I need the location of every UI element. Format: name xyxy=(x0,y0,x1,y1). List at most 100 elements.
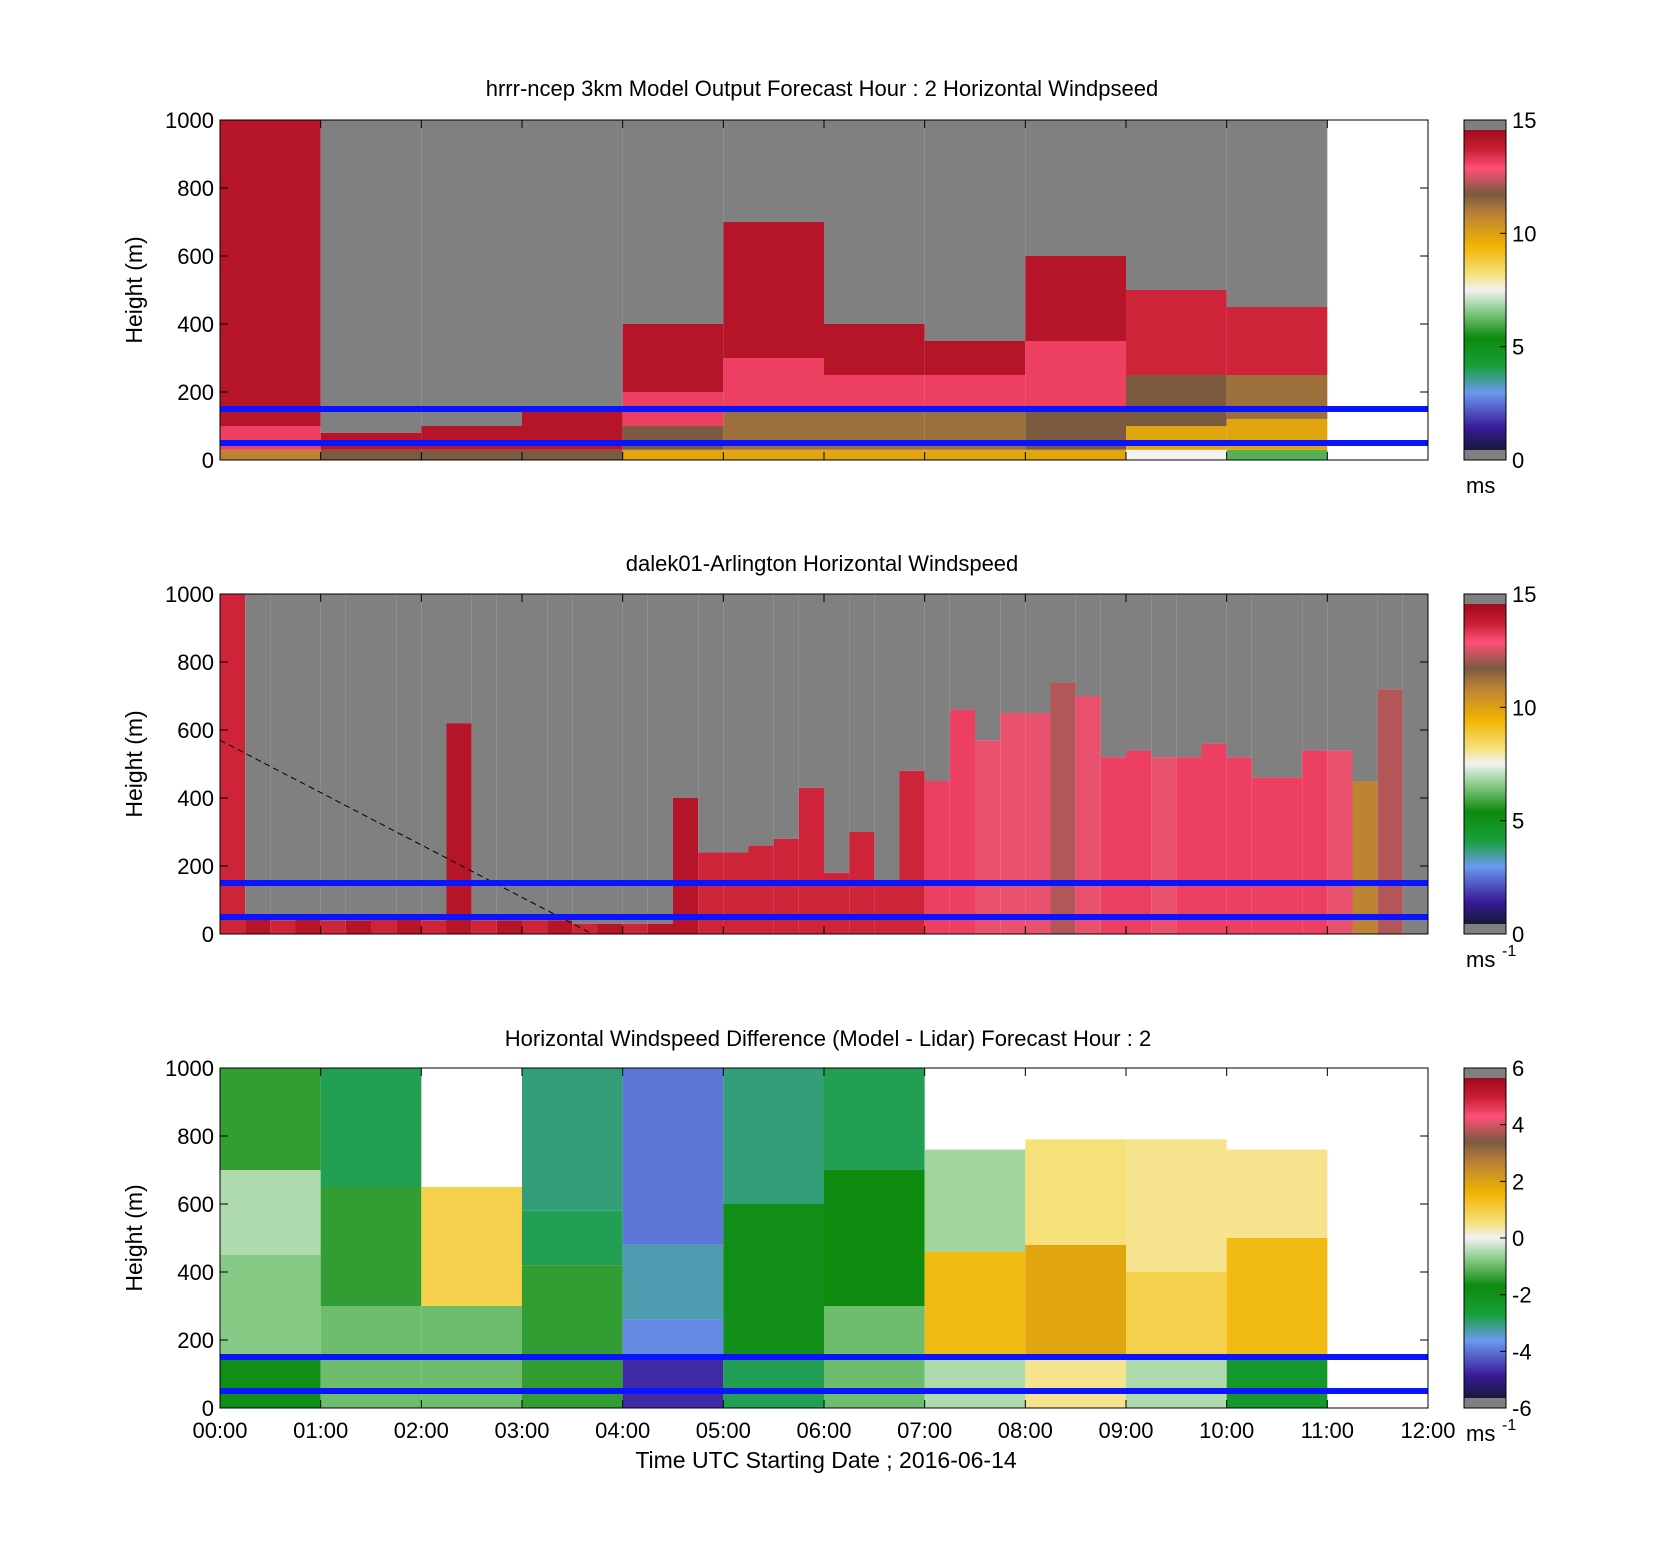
no-data-cell xyxy=(597,594,623,924)
colorbar-border xyxy=(1463,593,1507,935)
heatmap-cell xyxy=(723,449,824,460)
y-tick-label: 600 xyxy=(177,244,214,269)
colorbar-tick-label: 5 xyxy=(1512,809,1524,834)
heatmap-cell xyxy=(824,1170,925,1306)
no-data-cell xyxy=(622,594,648,924)
heatmap-cell xyxy=(1251,777,1277,934)
no-data-cell xyxy=(1000,594,1026,713)
heatmap-cell xyxy=(1176,757,1202,934)
heatmap-cell xyxy=(547,920,573,934)
colorbar-tick-label: 10 xyxy=(1512,695,1536,720)
y-tick-label: 400 xyxy=(177,312,214,337)
heatmap-cell xyxy=(1126,1272,1227,1357)
colorbar-tick-label: -4 xyxy=(1512,1339,1532,1364)
heatmap-cell xyxy=(924,341,1026,375)
no-data-cell xyxy=(975,594,1001,741)
panel-title: dalek01-Arlington Horizontal Windspeed xyxy=(626,551,1019,576)
heatmap-cell xyxy=(270,920,296,934)
heatmap-cell xyxy=(1025,713,1051,934)
y-tick-label: 0 xyxy=(202,1396,214,1421)
heatmap-cell xyxy=(396,917,422,934)
heatmap-cell xyxy=(1226,375,1328,420)
heatmap-cell xyxy=(421,426,522,450)
colorbar-unit-exponent: -1 xyxy=(1502,1417,1516,1434)
heatmap-cell xyxy=(1025,341,1126,409)
heatmap-cell xyxy=(622,324,724,392)
colorbar-unit-exponent: -1 xyxy=(1502,943,1516,960)
no-data-cell xyxy=(1201,594,1227,744)
heatmap-cell xyxy=(320,1187,422,1306)
panel-difference: Horizontal Windspeed Difference (Model -… xyxy=(121,1026,1532,1446)
reference-lines xyxy=(220,406,1428,446)
colorbar-tick-label: -2 xyxy=(1512,1283,1532,1308)
x-tick-label: 11:00 xyxy=(1301,1418,1354,1443)
x-tick-label: 09:00 xyxy=(1098,1418,1153,1443)
x-tick-label: 06:00 xyxy=(796,1418,851,1443)
heatmap-cell xyxy=(924,375,1026,409)
no-data-cell xyxy=(421,120,522,426)
heatmap-cell xyxy=(1277,777,1303,934)
heatmap-cell xyxy=(220,1255,321,1357)
heatmap-cell xyxy=(522,449,623,460)
heatmap-cell xyxy=(1126,426,1227,450)
no-data-cell xyxy=(1226,594,1252,758)
heatmap-cell xyxy=(446,723,472,934)
y-axis: 0 200 400 600 800 1000 xyxy=(165,108,1428,473)
heatmap-cell xyxy=(1151,757,1177,934)
heatmap-cell xyxy=(522,920,548,934)
no-data-cell xyxy=(496,594,522,921)
heatmap-cell xyxy=(320,449,422,460)
heatmap-cell xyxy=(1075,696,1101,934)
colorbar-tick-label: 0 xyxy=(1512,922,1524,947)
no-data-cell xyxy=(773,594,799,839)
heatmap-cell xyxy=(698,852,724,934)
heatmap-cell xyxy=(245,917,271,934)
heatmap-cell xyxy=(220,426,321,450)
y-tick-label: 800 xyxy=(177,650,214,675)
heatmap-cell xyxy=(723,852,749,934)
heatmap-cell xyxy=(1025,1357,1126,1408)
no-data-cell xyxy=(748,594,774,846)
panel-title: hrrr-ncep 3km Model Output Forecast Hour… xyxy=(486,76,1159,101)
no-data-cell xyxy=(647,594,673,924)
colorbar-gradient xyxy=(1464,130,1506,450)
colorbar-unit: ms xyxy=(1466,1421,1495,1446)
no-data-cell xyxy=(698,594,724,853)
heatmap-cell xyxy=(1201,743,1227,934)
heatmap-cell xyxy=(1377,689,1403,934)
no-data-cell xyxy=(320,120,422,433)
heatmap-cell xyxy=(924,1149,1026,1252)
heatmap-cell xyxy=(522,1265,623,1408)
y-tick-label: 200 xyxy=(177,380,214,405)
y-axis: 0 200 400 600 800 1000 xyxy=(165,1056,1428,1421)
heatmap-cell xyxy=(622,1068,724,1245)
heatmap-cell xyxy=(1226,1357,1328,1408)
no-data-cell xyxy=(1277,594,1303,778)
colorbar-tick-label: 0 xyxy=(1512,1226,1524,1251)
colorbar-tick-label: 6 xyxy=(1512,1056,1524,1081)
y-tick-label: 400 xyxy=(177,786,214,811)
colorbar-tick-label: 5 xyxy=(1512,335,1524,360)
no-data-cell xyxy=(723,120,824,222)
heatmap-cell xyxy=(1352,781,1378,934)
no-data-cell xyxy=(522,594,548,921)
x-axis xyxy=(219,594,1429,934)
heatmap-cell xyxy=(220,594,246,934)
heatmap-cell xyxy=(1126,375,1227,426)
heatmap-cell xyxy=(824,449,925,460)
no-data-cell xyxy=(421,594,447,921)
heatmap-cell xyxy=(421,920,447,934)
y-axis: 0 200 400 600 800 1000 xyxy=(165,582,1428,947)
no-data-cell xyxy=(396,594,422,917)
heatmap-cell xyxy=(421,449,522,460)
heatmap-cell xyxy=(1100,757,1126,934)
colorbar-tick-label: 15 xyxy=(1512,108,1536,133)
heatmap-cell xyxy=(1226,757,1252,934)
heatmap-cell xyxy=(1126,750,1152,934)
heatmap-cell xyxy=(824,375,925,409)
heatmap-cell xyxy=(622,923,648,934)
no-data-cell xyxy=(824,120,925,324)
no-data-cell xyxy=(471,594,497,921)
heatmap-cell xyxy=(220,120,321,426)
